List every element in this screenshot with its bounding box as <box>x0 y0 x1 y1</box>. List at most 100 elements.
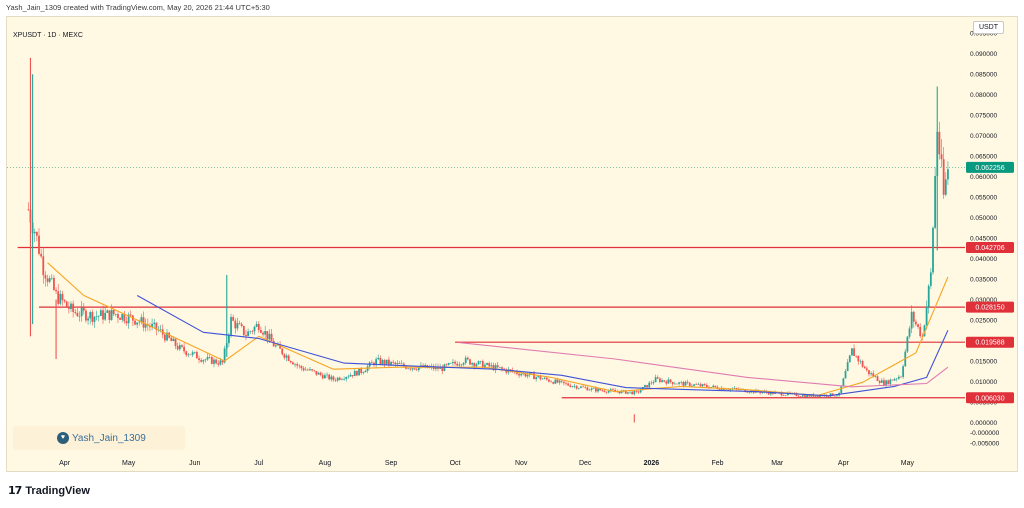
candle-body <box>27 209 30 211</box>
candle-body <box>816 395 819 397</box>
x-tick-label: Aug <box>319 460 332 467</box>
candle-body <box>917 324 919 327</box>
price-axis-badge-label: 0.019588 <box>975 340 1004 347</box>
candle-body <box>407 368 410 370</box>
candle-body <box>575 385 578 389</box>
candle-body <box>503 368 506 370</box>
candle-body <box>699 384 702 387</box>
candle-body <box>684 381 687 386</box>
candle-body <box>605 391 608 393</box>
candle-body <box>117 314 119 319</box>
currency-selector[interactable]: USDT <box>972 21 1004 34</box>
candle-body <box>697 384 700 385</box>
candle-body <box>484 364 486 368</box>
candle-body <box>680 382 683 383</box>
candle-body <box>682 382 685 386</box>
candle-body <box>464 357 467 364</box>
candle-body <box>908 328 911 337</box>
candle-body <box>473 363 476 367</box>
candle-body <box>571 386 574 387</box>
chart-panel[interactable]: 0.095000 0.090000 0.085000 0.080000 0.075000… <box>6 16 1018 472</box>
candle-body <box>176 346 179 350</box>
candle-body <box>599 388 602 391</box>
candle-body <box>827 396 830 397</box>
candle-body <box>498 367 501 368</box>
candle-body <box>577 387 580 389</box>
candle-body <box>434 366 437 370</box>
candle-body <box>300 366 303 369</box>
candle-body <box>466 357 469 360</box>
candle-body <box>304 369 307 371</box>
candle-body <box>671 382 674 385</box>
candle-body <box>795 393 798 396</box>
candle-body <box>78 316 81 317</box>
price-chart[interactable]: 0.095000 0.090000 0.085000 0.080000 0.075000… <box>7 17 1017 471</box>
candle-body <box>705 385 708 388</box>
candle-body <box>213 359 215 364</box>
candle-body <box>358 368 360 376</box>
candle-body <box>321 374 324 379</box>
candle-body <box>178 345 181 350</box>
candle-body <box>639 390 642 393</box>
candle-body <box>648 382 651 388</box>
candle-body <box>370 362 373 363</box>
candle-body <box>560 380 563 382</box>
candle-body <box>247 331 250 336</box>
candle-body <box>202 360 205 362</box>
candle-body <box>486 363 488 365</box>
brand-name: TradingView <box>25 484 90 497</box>
candle-body <box>695 384 698 386</box>
candle-body <box>925 306 928 326</box>
candle-body <box>319 372 322 375</box>
candle-body <box>144 324 147 328</box>
candle-body <box>336 377 339 381</box>
y-tick-label: 0.040000 <box>970 256 997 263</box>
candle-body <box>767 392 770 395</box>
candle-body <box>89 312 92 319</box>
y-tick-label: 0.070000 <box>970 133 997 140</box>
candle-body <box>181 345 183 347</box>
candle-body <box>784 395 787 396</box>
candle-body <box>40 253 43 257</box>
y-tick-label: 0.025000 <box>970 318 997 325</box>
candle-body <box>390 361 392 365</box>
candle-body <box>210 357 213 364</box>
candle-body <box>883 380 885 386</box>
candle-body <box>402 363 405 367</box>
tradingview-brand[interactable]: 17 TradingView <box>8 484 90 497</box>
candle-body <box>53 277 55 290</box>
candle-body <box>609 389 612 391</box>
candle-body <box>808 394 811 397</box>
candle-body <box>900 376 902 378</box>
candle-body <box>938 131 941 155</box>
candle-body <box>874 376 877 377</box>
candle-body <box>669 379 672 383</box>
y-tick-label: 0.065000 <box>970 154 997 161</box>
price-axis-badge-label: 0.006030 <box>975 395 1004 402</box>
candle-body <box>364 370 367 373</box>
candle-body <box>206 356 209 360</box>
candle-body <box>63 300 66 302</box>
candle-body <box>317 372 320 375</box>
candle-body <box>409 368 412 370</box>
candle-body <box>332 376 335 380</box>
price-axis-badge <box>966 392 1014 404</box>
x-tick-label: May <box>901 460 915 467</box>
candle-body <box>631 391 634 395</box>
candle-body <box>932 227 934 273</box>
candle-body <box>744 389 747 393</box>
candle-body <box>413 368 416 370</box>
x-tick-label: Feb <box>711 460 723 467</box>
candle-body <box>629 391 631 393</box>
candle-body <box>106 310 109 313</box>
candle-body <box>573 385 576 387</box>
candle-body <box>112 310 115 315</box>
candle-body <box>501 367 503 369</box>
candle-body <box>170 337 173 342</box>
candle-body <box>891 379 894 381</box>
candle-body <box>761 392 764 394</box>
candle-body <box>309 369 311 371</box>
y-tick-label: 0.015000 <box>970 359 997 366</box>
candle-body <box>35 231 38 236</box>
candle-body <box>351 375 354 376</box>
